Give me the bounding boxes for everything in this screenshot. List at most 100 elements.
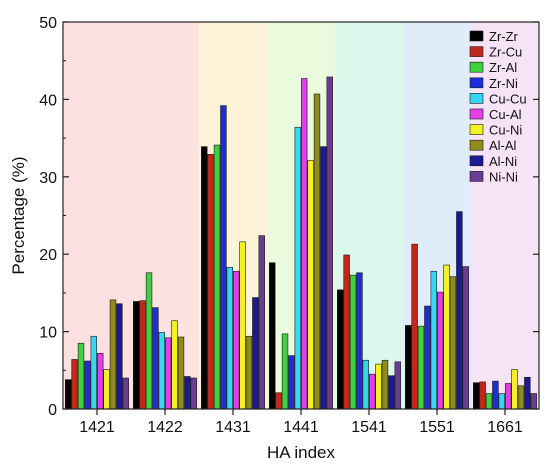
x-tick-label-1421: 1421 bbox=[79, 419, 115, 436]
bar-Al-Ni-1431 bbox=[252, 297, 259, 410]
legend-swatch-Zr-Ni bbox=[469, 77, 484, 89]
bar-Al-Ni-1421 bbox=[116, 303, 123, 410]
bar-Cu-Cu-1422 bbox=[158, 332, 166, 410]
bar-Zr-Zr-1441 bbox=[269, 262, 276, 410]
bar-Zr-Cu-1541 bbox=[343, 254, 350, 410]
x-tick-label-1661: 1661 bbox=[487, 419, 523, 436]
bar-Cu-Cu-1661 bbox=[498, 393, 505, 410]
bar-Al-Ni-1422 bbox=[184, 376, 191, 410]
legend-label-Cu-Ni: Cu-Ni bbox=[489, 123, 522, 138]
bar-Cu-Al-1431 bbox=[233, 270, 240, 410]
bar-Zr-Al-1422 bbox=[145, 272, 153, 410]
bar-Cu-Ni-1541 bbox=[375, 363, 382, 410]
legend-swatch-Zr-Al bbox=[469, 61, 484, 73]
y-tick-label: 20 bbox=[39, 247, 57, 264]
bar-Cu-Cu-1551 bbox=[430, 270, 437, 410]
bar-Zr-Ni-1661 bbox=[492, 380, 499, 410]
y-axis: 0 10 20 30 40 50 bbox=[39, 15, 539, 419]
bar-Zr-Zr-1422 bbox=[133, 301, 140, 410]
bar-Al-Al-1431 bbox=[245, 335, 253, 410]
bar-Zr-Zr-1431 bbox=[201, 146, 208, 410]
bar-Ni-Ni-1551 bbox=[462, 266, 469, 410]
bar-Cu-Ni-1661 bbox=[511, 369, 518, 410]
bars bbox=[65, 76, 537, 410]
bar-Zr-Al-1541 bbox=[349, 274, 357, 410]
legend-label-Zr-Zr: Zr-Zr bbox=[489, 29, 519, 44]
y-axis-label: Percentage (%) bbox=[9, 156, 28, 274]
y-tick-label: 50 bbox=[39, 15, 57, 32]
bar-Ni-Ni-1661 bbox=[530, 393, 537, 410]
bar-Al-Ni-1441 bbox=[320, 146, 327, 410]
bar-Ni-Ni-1422 bbox=[190, 377, 197, 410]
y-tick-label: 0 bbox=[48, 402, 57, 419]
legend-swatch-Al-Ni bbox=[469, 155, 484, 167]
bar-Cu-Al-1541 bbox=[368, 373, 376, 410]
y-tick-label: 30 bbox=[39, 170, 57, 187]
x-tick-label-1431: 1431 bbox=[215, 419, 251, 436]
bar-Cu-Ni-1441 bbox=[307, 160, 314, 410]
bar-Zr-Cu-1422 bbox=[139, 300, 146, 410]
bar-Zr-Al-1661 bbox=[485, 393, 493, 410]
bar-Al-Al-1661 bbox=[517, 385, 525, 410]
legend-swatch-Zr-Cu bbox=[469, 46, 484, 57]
bar-Zr-Ni-1431 bbox=[220, 105, 227, 410]
x-axis: 1421 1422 1431 1441 1541 1551 1661 bbox=[79, 409, 523, 436]
bar-Cu-Al-1551 bbox=[436, 291, 444, 410]
legend-swatch-Ni-Ni bbox=[469, 171, 484, 182]
legend-label-Zr-Cu: Zr-Cu bbox=[489, 45, 522, 60]
legend-label-Cu-Cu: Cu-Cu bbox=[489, 91, 527, 106]
x-tick-label-1551: 1551 bbox=[419, 419, 455, 436]
bar-Al-Ni-1551 bbox=[456, 211, 463, 410]
legend-swatch-Al-Al bbox=[469, 139, 484, 151]
legend-swatch-Cu-Cu bbox=[469, 93, 484, 104]
bar-Zr-Ni-1541 bbox=[356, 272, 363, 410]
bar-Zr-Al-1431 bbox=[213, 144, 221, 410]
x-axis-label: HA index bbox=[267, 443, 336, 462]
bar-Al-Al-1551 bbox=[449, 276, 457, 410]
bar-Cu-Al-1422 bbox=[165, 337, 172, 410]
legend-label-Zr-Ni: Zr-Ni bbox=[489, 76, 518, 91]
bar-Cu-Al-1661 bbox=[504, 383, 512, 410]
bar-Ni-Ni-1421 bbox=[122, 377, 129, 410]
x-tick-label-1541: 1541 bbox=[351, 419, 387, 436]
legend-swatch-Cu-Ni bbox=[469, 124, 484, 135]
bar-Zr-Al-1421 bbox=[77, 342, 85, 410]
legend-label-Zr-Al: Zr-Al bbox=[489, 60, 517, 75]
bar-Cu-Al-1421 bbox=[97, 352, 104, 410]
bar-Cu-Ni-1422 bbox=[171, 320, 178, 410]
bar-Al-Al-1541 bbox=[381, 359, 389, 410]
bar-Cu-Cu-1431 bbox=[226, 267, 234, 410]
bar-Al-Ni-1661 bbox=[524, 376, 531, 410]
bar-Zr-Cu-1421 bbox=[71, 359, 78, 410]
legend-swatch-Zr-Zr bbox=[469, 30, 484, 42]
legend: Zr-ZrZr-CuZr-AlZr-NiCu-CuCu-AlCu-NiAl-Al… bbox=[469, 29, 527, 184]
bar-Cu-Cu-1541 bbox=[362, 359, 369, 410]
bar-Zr-Ni-1551 bbox=[424, 305, 431, 410]
y-tick-label: 10 bbox=[39, 325, 57, 342]
bar-Zr-Cu-1441 bbox=[275, 392, 282, 410]
x-tick-label-1422: 1422 bbox=[147, 419, 183, 436]
bar-Ni-Ni-1441 bbox=[326, 76, 333, 410]
bar-Zr-Zr-1421 bbox=[65, 379, 72, 410]
legend-label-Al-Al: Al-Al bbox=[489, 138, 517, 153]
bar-Zr-Zr-1551 bbox=[405, 325, 412, 410]
legend-label-Cu-Al: Cu-Al bbox=[489, 107, 522, 122]
bar-Zr-Cu-1661 bbox=[479, 381, 486, 410]
bar-Ni-Ni-1541 bbox=[394, 361, 401, 410]
bar-Cu-Cu-1441 bbox=[294, 126, 301, 410]
legend-label-Al-Ni: Al-Ni bbox=[489, 154, 517, 169]
bar-Ni-Ni-1431 bbox=[258, 235, 265, 410]
legend-swatch-Cu-Al bbox=[469, 108, 484, 120]
bar-Cu-Ni-1551 bbox=[443, 264, 450, 410]
legend-label-Ni-Ni: Ni-Ni bbox=[489, 169, 518, 184]
x-tick-label-1441: 1441 bbox=[283, 419, 319, 436]
bar-Al-Al-1421 bbox=[109, 299, 117, 410]
bar-Zr-Cu-1551 bbox=[411, 243, 418, 410]
bar-Al-Ni-1541 bbox=[388, 375, 395, 410]
bar-Zr-Ni-1441 bbox=[288, 355, 295, 410]
bar-Zr-Ni-1422 bbox=[152, 307, 159, 410]
bar-Zr-Al-1441 bbox=[281, 333, 289, 410]
bar-Zr-Zr-1661 bbox=[473, 382, 480, 410]
bar-Zr-Cu-1431 bbox=[207, 154, 214, 410]
y-tick-label: 40 bbox=[39, 92, 57, 109]
